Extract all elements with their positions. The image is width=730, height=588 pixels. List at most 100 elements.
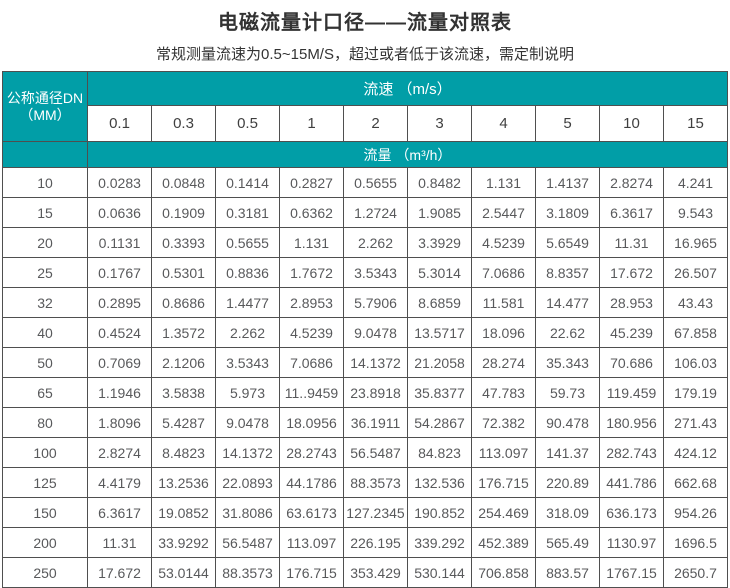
flow-value-cell: 190.852: [407, 497, 472, 528]
flow-value-cell: 28.2743: [279, 437, 344, 468]
flow-value-cell: 1.2724: [343, 197, 408, 228]
table-row: 10 0.0283 0.0848 0.1414 0.2827 0.5655 0.8482 1.…: [2, 167, 728, 198]
flow-value-cell: 0.0283: [87, 167, 152, 198]
flow-value-cell: 4.4179: [87, 467, 152, 498]
dn-cell: 200: [2, 527, 88, 558]
flow-value-cell: 9.0478: [215, 407, 280, 438]
flow-value-cell: 13.2536: [151, 467, 216, 498]
table-row: 25 0.1767 0.5301 0.8836 1.7672 3.5343 5.3014 7.…: [2, 257, 728, 288]
table-row: 150 6.3617 19.0852 31.8086 63.6173 127.2345 19…: [2, 497, 728, 528]
flow-value-cell: 35.343: [535, 347, 600, 378]
flow-value-cell: 1130.97: [599, 527, 664, 558]
corner-header-line1: 公称通径DN: [6, 89, 84, 106]
table-row: 15 0.0636 0.1909 0.3181 0.6362 1.2724 1.9085 2.…: [2, 197, 728, 228]
flow-value-cell: 318.09: [535, 497, 600, 528]
flow-value-cell: 53.0144: [151, 557, 216, 588]
flow-value-cell: 127.2345: [343, 497, 408, 528]
flow-value-cell: 9.0478: [343, 317, 408, 348]
flow-value-cell: 5.7906: [343, 287, 408, 318]
flow-value-cell: 2650.7: [663, 557, 728, 588]
flow-value-cell: 11.581: [471, 287, 536, 318]
flow-value-cell: 11.31: [599, 227, 664, 258]
flow-value-cell: 14.1372: [343, 347, 408, 378]
dn-cell: 20: [2, 227, 88, 258]
flow-value-cell: 44.1786: [279, 467, 344, 498]
table-row: 250 17.672 53.0144 88.3573 176.715 353.429 530…: [2, 557, 728, 588]
flow-value-cell: 1.7672: [279, 257, 344, 288]
flow-value-cell: 2.262: [343, 227, 408, 258]
dn-cell: 100: [2, 437, 88, 468]
velocity-value-cell: 10: [599, 105, 664, 142]
velocity-band-row: 公称通径DN （MM） 流速 （m/s）: [2, 71, 728, 142]
flow-value-cell: 59.73: [535, 377, 600, 408]
flow-value-cell: 1.9085: [407, 197, 472, 228]
flow-value-cell: 180.956: [599, 407, 664, 438]
flow-value-cell: 0.3393: [151, 227, 216, 258]
flow-value-cell: 141.37: [535, 437, 600, 468]
velocity-value-cell: 1: [279, 105, 344, 142]
velocity-value-cell: 3: [407, 105, 472, 142]
flow-value-cell: 5.3014: [407, 257, 472, 288]
flow-value-cell: 3.5343: [215, 347, 280, 378]
flow-value-cell: 113.097: [279, 527, 344, 558]
flow-value-cell: 21.2058: [407, 347, 472, 378]
velocity-value-cell: 5: [535, 105, 600, 142]
flow-value-cell: 636.173: [599, 497, 664, 528]
flow-value-cell: 31.8086: [215, 497, 280, 528]
flow-value-cell: 176.715: [471, 467, 536, 498]
flow-band-header: 流量 （m³/h）: [87, 141, 728, 168]
velocity-band-header: 流速 （m/s）: [87, 71, 728, 106]
flow-value-cell: 220.89: [535, 467, 600, 498]
flow-value-cell: 0.1767: [87, 257, 152, 288]
flow-value-cell: 3.1809: [535, 197, 600, 228]
flow-value-cell: 43.43: [663, 287, 728, 318]
flow-value-cell: 26.507: [663, 257, 728, 288]
flow-value-cell: 2.8274: [599, 167, 664, 198]
flow-value-cell: 16.965: [663, 227, 728, 258]
flow-value-cell: 18.096: [471, 317, 536, 348]
flow-value-cell: 54.2867: [407, 407, 472, 438]
flow-value-cell: 0.8482: [407, 167, 472, 198]
flow-value-cell: 662.68: [663, 467, 728, 498]
flow-value-cell: 179.19: [663, 377, 728, 408]
flow-value-cell: 17.672: [87, 557, 152, 588]
flow-value-cell: 282.743: [599, 437, 664, 468]
corner-header-cell: 公称通径DN （MM）: [2, 71, 88, 142]
flow-value-cell: 63.6173: [279, 497, 344, 528]
flow-value-cell: 226.195: [343, 527, 408, 558]
flow-value-cell: 565.49: [535, 527, 600, 558]
flow-value-cell: 0.6362: [279, 197, 344, 228]
flow-value-cell: 0.3181: [215, 197, 280, 228]
flow-value-cell: 1.4137: [535, 167, 600, 198]
flow-value-cell: 2.5447: [471, 197, 536, 228]
flow-value-cell: 106.03: [663, 347, 728, 378]
velocity-values-row: 0.1 0.3 0.5 1 2 3 4 5 10 15: [3, 105, 728, 142]
table-row: 40 0.4524 1.3572 2.262 4.5239 9.0478 13.5717 18…: [2, 317, 728, 348]
flow-value-cell: 424.12: [663, 437, 728, 468]
flow-value-cell: 0.2895: [87, 287, 152, 318]
flow-value-cell: 19.0852: [151, 497, 216, 528]
flow-value-cell: 6.3617: [599, 197, 664, 228]
flow-value-cell: 35.8377: [407, 377, 472, 408]
table-row: 50 0.7069 2.1206 3.5343 7.0686 14.1372 21.2058…: [2, 347, 728, 378]
flow-value-cell: 90.478: [535, 407, 600, 438]
flow-value-cell: 883.57: [535, 557, 600, 588]
flow-value-cell: 0.2827: [279, 167, 344, 198]
flow-value-cell: 45.239: [599, 317, 664, 348]
flow-value-cell: 353.429: [343, 557, 408, 588]
dn-cell: 250: [2, 557, 88, 588]
flow-value-cell: 530.144: [407, 557, 472, 588]
flow-value-cell: 3.5343: [343, 257, 408, 288]
velocity-value-cell: 0.5: [215, 105, 280, 142]
flow-band-spacer-cell: [2, 141, 88, 168]
flow-value-cell: 6.3617: [87, 497, 152, 528]
flow-value-cell: 254.469: [471, 497, 536, 528]
velocity-value-cell: 0.3: [151, 105, 216, 142]
dn-cell: 50: [2, 347, 88, 378]
flow-value-cell: 176.715: [279, 557, 344, 588]
flow-value-cell: 5.973: [215, 377, 280, 408]
flow-value-cell: 84.823: [407, 437, 472, 468]
flow-value-cell: 22.62: [535, 317, 600, 348]
velocity-value-cell: 2: [343, 105, 408, 142]
flow-value-cell: 14.477: [535, 287, 600, 318]
